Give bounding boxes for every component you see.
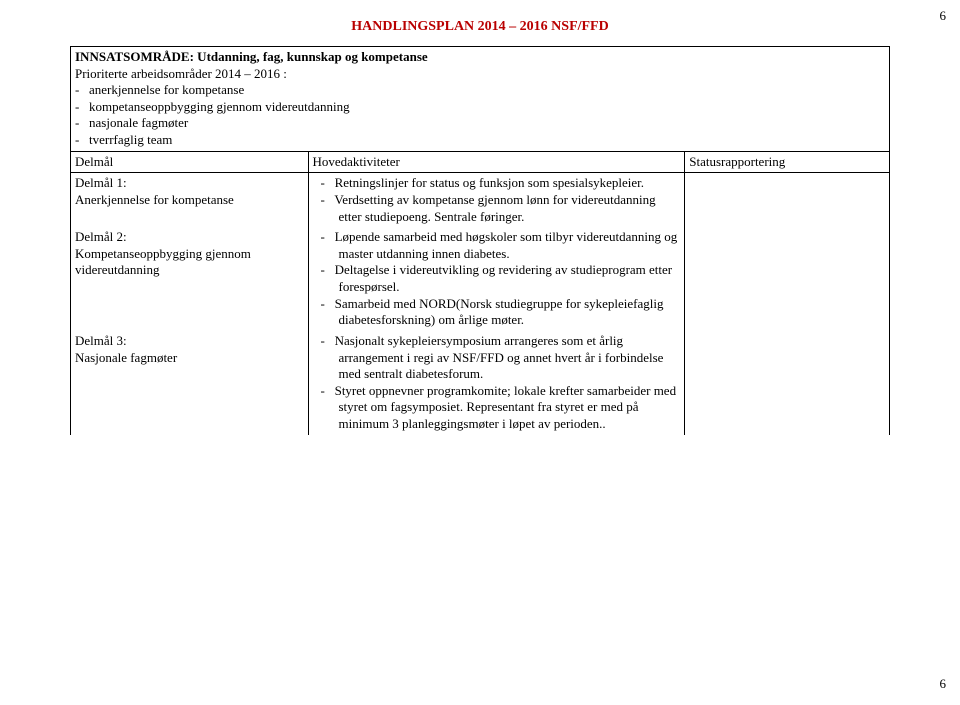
table-row: Delmål 2: Kompetanseoppbygging gjennom v… (71, 227, 890, 331)
status-cell (685, 227, 890, 331)
hoved-list: Nasjonalt sykepleiersymposium arrangeres… (313, 333, 681, 433)
intro-item: kompetanseoppbygging gjennom videreutdan… (93, 99, 885, 116)
delmal-title: Delmål 1: (75, 175, 127, 190)
page-number-top: 6 (940, 8, 947, 25)
table-row: Delmål 3: Nasjonale fagmøter Nasjonalt s… (71, 331, 890, 435)
hoved-list: Retningslinjer for status og funksjon so… (313, 175, 681, 225)
intro-item: anerkjennelse for kompetanse (93, 82, 885, 99)
intro-sub: Prioriterte arbeidsområder 2014 – 2016 : (75, 66, 287, 81)
delmal-body: Kompetanseoppbygging gjennom videreutdan… (75, 246, 251, 278)
intro-heading: INNSATSOMRÅDE: Utdanning, fag, kunnskap … (75, 49, 428, 64)
table-row: Delmål 1: Anerkjennelse for kompetanse R… (71, 173, 890, 227)
header-row: Delmål Hovedaktiviteter Statusrapporteri… (71, 151, 890, 173)
header-status: Statusrapportering (685, 151, 890, 173)
intro-item: nasjonale fagmøter (93, 115, 885, 132)
hoved-item: Retningslinjer for status og funksjon so… (313, 175, 681, 192)
hoved-item: Deltagelse i videreutvikling og revideri… (313, 262, 681, 295)
hoved-item: Verdsetting av kompetanse gjennom lønn f… (313, 192, 681, 225)
document-title: HANDLINGSPLAN 2014 – 2016 NSF/FFD (70, 18, 890, 36)
intro-row: INNSATSOMRÅDE: Utdanning, fag, kunnskap … (71, 46, 890, 151)
delmal-title: Delmål 2: (75, 229, 127, 244)
delmal-body: Nasjonale fagmøter (75, 350, 177, 365)
delmal-body: Anerkjennelse for kompetanse (75, 192, 234, 207)
status-cell (685, 331, 890, 435)
header-hoved: Hovedaktiviteter (308, 151, 685, 173)
status-cell (685, 173, 890, 227)
hoved-item: Samarbeid med NORD(Norsk studiegruppe fo… (313, 296, 681, 329)
document-page: { "page_number_top": "6", "page_number_b… (0, 0, 960, 705)
delmal-title: Delmål 3: (75, 333, 127, 348)
intro-list: anerkjennelse for kompetanse kompetanseo… (75, 82, 885, 149)
hoved-list: Løpende samarbeid med høgskoler som tilb… (313, 229, 681, 329)
header-delmal: Delmål (71, 151, 309, 173)
hoved-item: Løpende samarbeid med høgskoler som tilb… (313, 229, 681, 262)
hoved-item: Styret oppnevner programkomite; lokale k… (313, 383, 681, 433)
plan-table: INNSATSOMRÅDE: Utdanning, fag, kunnskap … (70, 46, 890, 435)
page-number-bottom: 6 (940, 676, 947, 693)
intro-item: tverrfaglig team (93, 132, 885, 149)
hoved-item: Nasjonalt sykepleiersymposium arrangeres… (313, 333, 681, 383)
